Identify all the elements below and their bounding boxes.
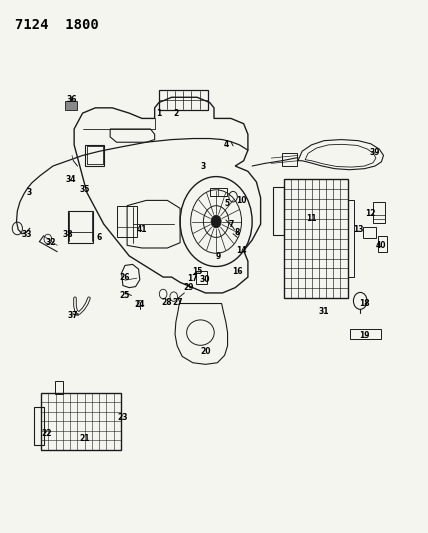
- Bar: [159, 91, 208, 110]
- Bar: [65, 101, 77, 110]
- Bar: [348, 200, 354, 277]
- Text: 11: 11: [306, 214, 317, 223]
- Text: 10: 10: [236, 196, 247, 205]
- Text: 21: 21: [80, 434, 90, 443]
- Text: 16: 16: [232, 267, 243, 276]
- Text: 25: 25: [120, 291, 130, 300]
- Text: 1: 1: [156, 109, 161, 118]
- Text: 23: 23: [118, 413, 128, 422]
- Text: 15: 15: [192, 267, 202, 276]
- Text: 36: 36: [67, 95, 77, 104]
- Text: 5: 5: [224, 198, 229, 207]
- Text: 20: 20: [200, 346, 211, 356]
- Text: 35: 35: [80, 185, 90, 195]
- Text: 29: 29: [183, 283, 194, 292]
- Text: 30: 30: [199, 275, 210, 284]
- Bar: [55, 381, 62, 394]
- Text: 18: 18: [359, 299, 370, 308]
- Text: 41: 41: [137, 225, 147, 234]
- Text: 13: 13: [353, 225, 363, 234]
- Bar: [273, 187, 284, 235]
- Bar: [116, 206, 137, 237]
- Text: 14: 14: [236, 246, 247, 255]
- Text: 7124  1800: 7124 1800: [15, 18, 98, 32]
- Text: 4: 4: [224, 140, 229, 149]
- Text: 31: 31: [318, 307, 329, 316]
- Bar: [373, 202, 385, 223]
- Text: 33: 33: [21, 230, 32, 239]
- Bar: [196, 271, 207, 285]
- Bar: [363, 227, 376, 238]
- Text: 39: 39: [370, 148, 380, 157]
- Text: 40: 40: [376, 241, 386, 250]
- Bar: [41, 393, 121, 450]
- Text: 37: 37: [68, 311, 79, 320]
- Text: 38: 38: [62, 230, 73, 239]
- Text: 32: 32: [45, 238, 56, 247]
- Text: 2: 2: [173, 109, 178, 118]
- Text: 12: 12: [366, 209, 376, 218]
- Text: 26: 26: [120, 272, 130, 281]
- Text: 17: 17: [187, 273, 198, 282]
- Text: 8: 8: [235, 228, 240, 237]
- Circle shape: [211, 215, 221, 228]
- Text: 34: 34: [65, 175, 76, 184]
- Text: 22: 22: [42, 429, 52, 438]
- Bar: [284, 179, 348, 298]
- Text: 9: 9: [216, 253, 221, 262]
- Bar: [68, 211, 93, 243]
- Text: 6: 6: [97, 233, 102, 242]
- Bar: [34, 407, 45, 445]
- Text: 3: 3: [201, 161, 206, 171]
- Text: 19: 19: [359, 331, 370, 340]
- Text: 28: 28: [161, 298, 172, 307]
- Text: 3: 3: [27, 188, 32, 197]
- Text: 27: 27: [172, 298, 183, 307]
- Text: 7: 7: [228, 220, 234, 229]
- Text: 24: 24: [134, 300, 145, 309]
